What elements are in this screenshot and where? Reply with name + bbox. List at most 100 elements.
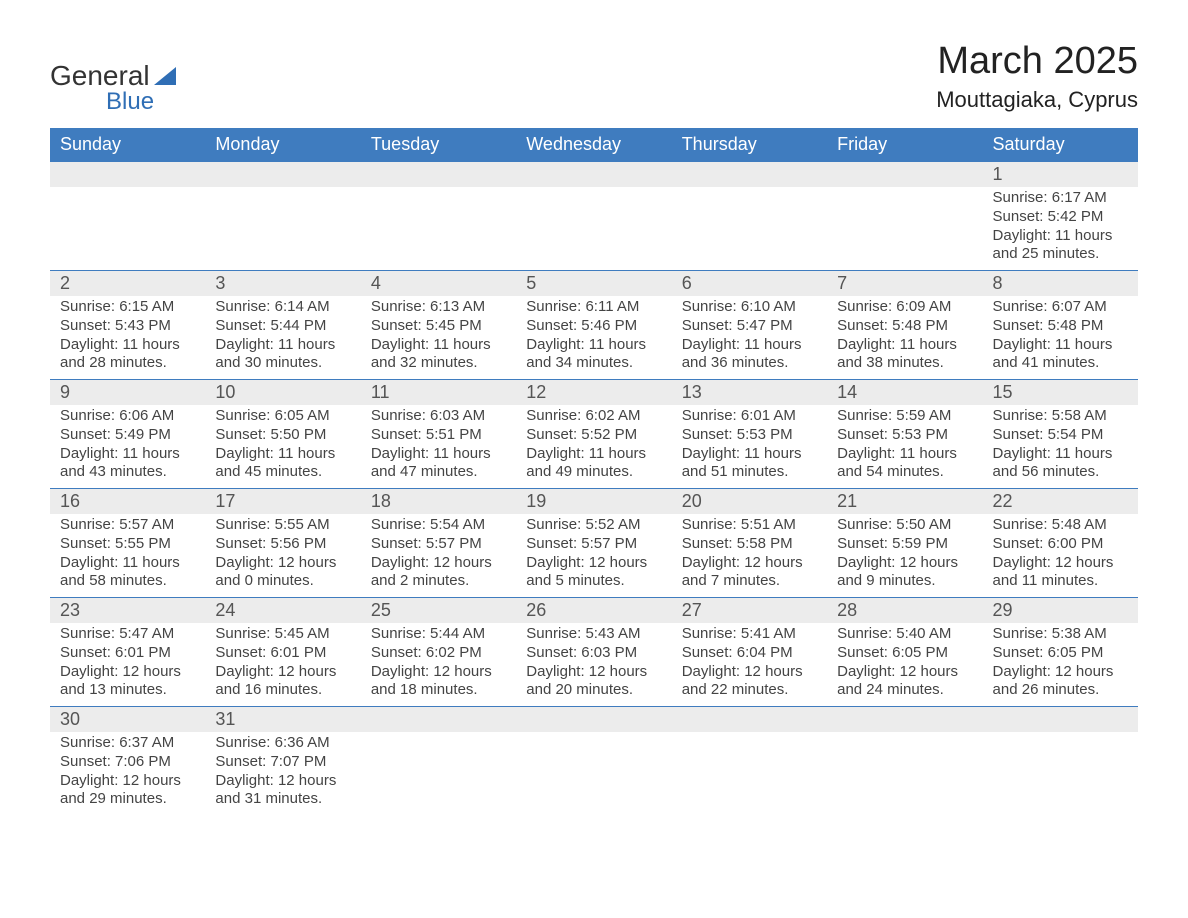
day-cell-details [516, 187, 671, 271]
daynum-row: 16171819202122 [50, 489, 1138, 515]
detail-line: Sunset: 7:06 PM [60, 753, 195, 772]
day-cell-number: 27 [672, 598, 827, 624]
calendar-body: 1Sunrise: 6:17 AMSunset: 5:42 PMDaylight… [50, 162, 1138, 816]
detail-line: Daylight: 11 hours [215, 336, 350, 355]
day-cell-details: Sunrise: 6:09 AMSunset: 5:48 PMDaylight:… [827, 296, 982, 380]
detail-line: and 43 minutes. [60, 463, 195, 482]
day-cell-details [827, 732, 982, 815]
day-number: 13 [672, 380, 827, 405]
detail-line: Daylight: 12 hours [215, 554, 350, 573]
day-cell-details: Sunrise: 6:37 AMSunset: 7:06 PMDaylight:… [50, 732, 205, 815]
detail-line: Daylight: 12 hours [682, 663, 817, 682]
detail-line: and 58 minutes. [60, 572, 195, 591]
details-row: Sunrise: 6:06 AMSunset: 5:49 PMDaylight:… [50, 405, 1138, 489]
day-cell-details [361, 732, 516, 815]
day-cell-details: Sunrise: 6:10 AMSunset: 5:47 PMDaylight:… [672, 296, 827, 380]
day-cell-number: 20 [672, 489, 827, 515]
day-cell-number: 12 [516, 380, 671, 406]
detail-line: Daylight: 11 hours [993, 227, 1128, 246]
day-cell-details [205, 187, 360, 271]
detail-line: Sunset: 5:43 PM [60, 317, 195, 336]
detail-line: Sunrise: 5:44 AM [371, 625, 506, 644]
detail-line: and 9 minutes. [837, 572, 972, 591]
day-cell-number: 4 [361, 271, 516, 297]
day-cell-number: 2 [50, 271, 205, 297]
header: General Blue March 2025 Mouttagiaka, Cyp… [50, 40, 1138, 116]
detail-line: Daylight: 11 hours [993, 336, 1128, 355]
detail-line: Sunrise: 5:41 AM [682, 625, 817, 644]
detail-line: Sunset: 6:05 PM [993, 644, 1128, 663]
day-number: 4 [361, 271, 516, 296]
detail-line: and 51 minutes. [682, 463, 817, 482]
day-number: 2 [50, 271, 205, 296]
day-number: 30 [50, 707, 205, 732]
detail-line: and 49 minutes. [526, 463, 661, 482]
detail-line: Sunrise: 5:50 AM [837, 516, 972, 535]
detail-line: Sunset: 5:46 PM [526, 317, 661, 336]
detail-line: Daylight: 11 hours [682, 336, 817, 355]
day-cell-details [672, 187, 827, 271]
day-cell-details: Sunrise: 5:58 AMSunset: 5:54 PMDaylight:… [983, 405, 1138, 489]
day-cell-details: Sunrise: 5:38 AMSunset: 6:05 PMDaylight:… [983, 623, 1138, 707]
day-cell-number: 11 [361, 380, 516, 406]
details-row: Sunrise: 5:57 AMSunset: 5:55 PMDaylight:… [50, 514, 1138, 598]
detail-line: Sunset: 6:01 PM [60, 644, 195, 663]
detail-line: Sunset: 5:57 PM [526, 535, 661, 554]
day-number: 26 [516, 598, 671, 623]
day-header: Wednesday [516, 128, 671, 162]
detail-line: and 34 minutes. [526, 354, 661, 373]
day-cell-number [672, 707, 827, 733]
day-header: Tuesday [361, 128, 516, 162]
day-cell-number [361, 162, 516, 188]
detail-line: and 25 minutes. [993, 245, 1128, 264]
day-cell-details [361, 187, 516, 271]
day-cell-number: 30 [50, 707, 205, 733]
detail-line: Daylight: 12 hours [837, 554, 972, 573]
detail-line: and 22 minutes. [682, 681, 817, 700]
detail-line: Sunset: 6:03 PM [526, 644, 661, 663]
detail-line: and 7 minutes. [682, 572, 817, 591]
details-row: Sunrise: 5:47 AMSunset: 6:01 PMDaylight:… [50, 623, 1138, 707]
detail-line: Daylight: 11 hours [60, 445, 195, 464]
day-cell-details [516, 732, 671, 815]
daynum-row: 9101112131415 [50, 380, 1138, 406]
day-number: 31 [205, 707, 360, 732]
detail-line: Daylight: 11 hours [371, 336, 506, 355]
detail-line: Sunrise: 6:09 AM [837, 298, 972, 317]
detail-line: Daylight: 12 hours [371, 554, 506, 573]
day-number: 18 [361, 489, 516, 514]
detail-line: and 31 minutes. [215, 790, 350, 809]
detail-line: Sunset: 6:05 PM [837, 644, 972, 663]
detail-line: and 5 minutes. [526, 572, 661, 591]
day-number: 3 [205, 271, 360, 296]
details-row: Sunrise: 6:37 AMSunset: 7:06 PMDaylight:… [50, 732, 1138, 815]
month-title: March 2025 [936, 40, 1138, 83]
day-cell-number: 3 [205, 271, 360, 297]
day-number: 24 [205, 598, 360, 623]
day-cell-details: Sunrise: 6:13 AMSunset: 5:45 PMDaylight:… [361, 296, 516, 380]
detail-line: Sunrise: 5:43 AM [526, 625, 661, 644]
detail-line: Sunset: 5:48 PM [993, 317, 1128, 336]
day-cell-number: 29 [983, 598, 1138, 624]
day-cell-details: Sunrise: 5:41 AMSunset: 6:04 PMDaylight:… [672, 623, 827, 707]
detail-line: Daylight: 12 hours [526, 663, 661, 682]
day-cell-details: Sunrise: 5:47 AMSunset: 6:01 PMDaylight:… [50, 623, 205, 707]
detail-line: Sunrise: 6:14 AM [215, 298, 350, 317]
detail-line: Daylight: 12 hours [215, 772, 350, 791]
detail-line: and 36 minutes. [682, 354, 817, 373]
day-header: Monday [205, 128, 360, 162]
detail-line: Sunset: 6:04 PM [682, 644, 817, 663]
detail-line: Sunset: 5:57 PM [371, 535, 506, 554]
detail-line: Sunset: 5:53 PM [837, 426, 972, 445]
detail-line: and 38 minutes. [837, 354, 972, 373]
day-cell-number [827, 162, 982, 188]
day-cell-details: Sunrise: 6:36 AMSunset: 7:07 PMDaylight:… [205, 732, 360, 815]
day-cell-number: 1 [983, 162, 1138, 188]
detail-line: Sunrise: 5:59 AM [837, 407, 972, 426]
day-header: Friday [827, 128, 982, 162]
day-cell-details: Sunrise: 5:52 AMSunset: 5:57 PMDaylight:… [516, 514, 671, 598]
day-header: Sunday [50, 128, 205, 162]
day-cell-number [516, 162, 671, 188]
title-block: March 2025 Mouttagiaka, Cyprus [936, 40, 1138, 113]
day-number: 20 [672, 489, 827, 514]
